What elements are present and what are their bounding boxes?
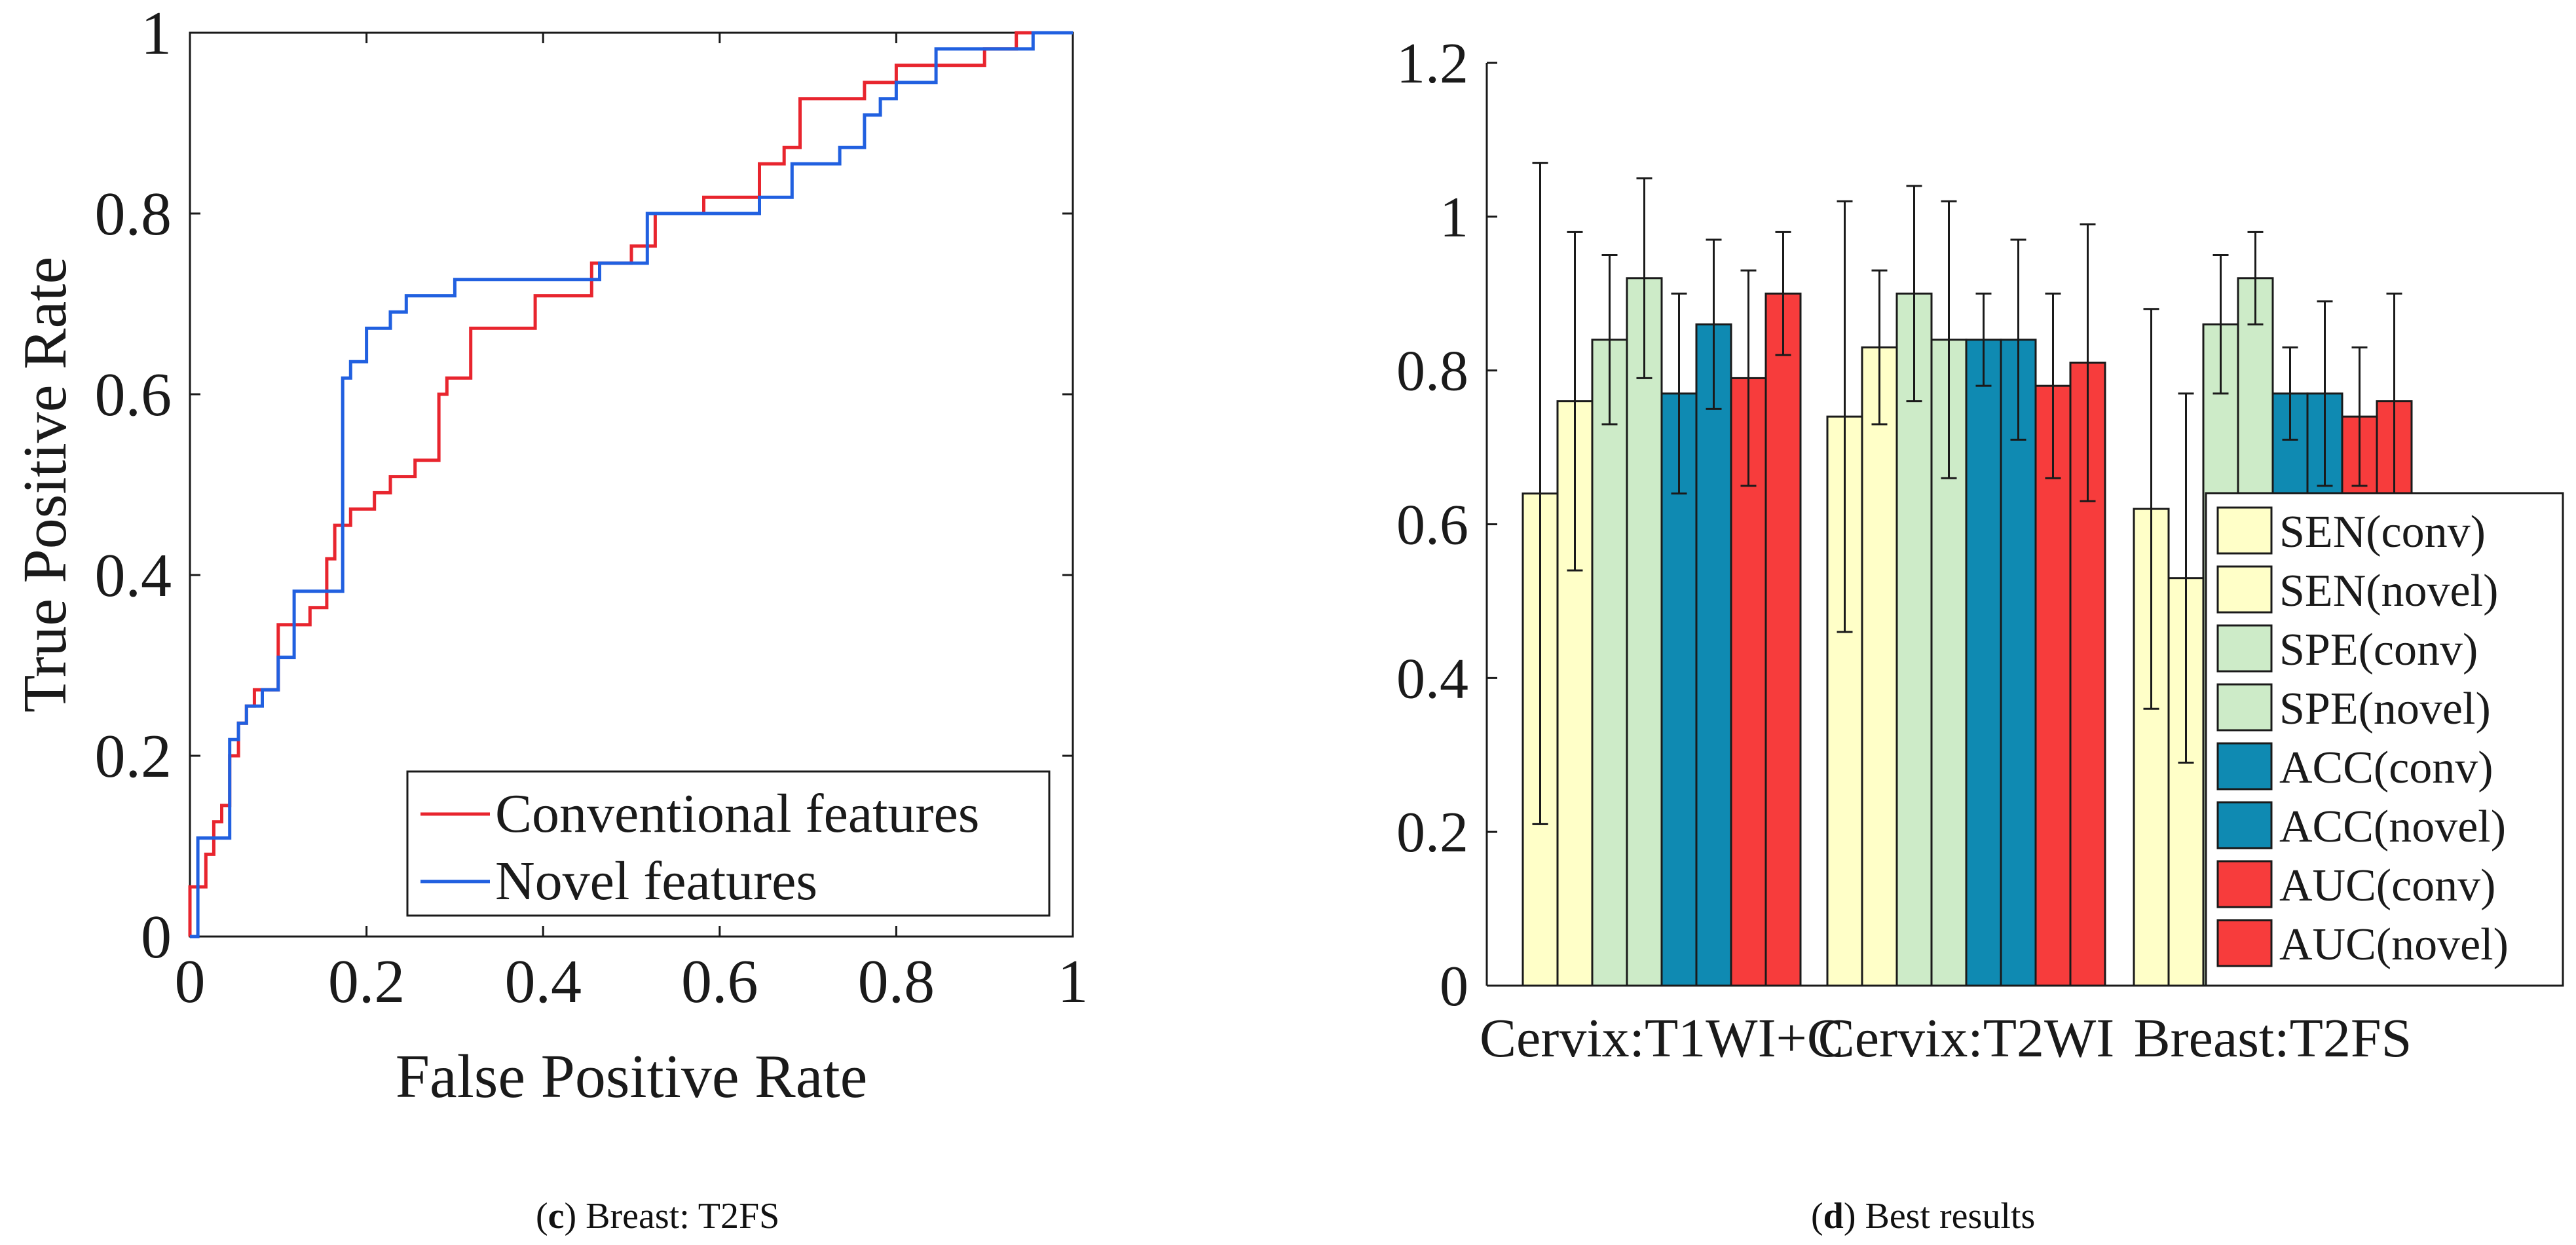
roc-y-tick-label: 0 — [141, 903, 172, 971]
bar-spe-novel-0 — [1626, 277, 1663, 987]
bar-legend-swatch — [2216, 742, 2273, 790]
caption-right-letter: d — [1823, 1196, 1844, 1236]
bar-legend-swatch — [2216, 919, 2273, 967]
roc-ticks: 0 0.2 0.4 0.6 0.8 1 0 0.2 0.4 0.6 0.8 1 — [95, 0, 1089, 1016]
bar-acc-novel-0 — [1695, 323, 1732, 987]
bar-legend-swatch — [2216, 624, 2273, 673]
roc-legend-label-conventional: Conventional features — [495, 783, 979, 844]
bar-y-tick-label: 0 — [1440, 955, 1468, 1018]
bar-legend-swatch — [2216, 860, 2273, 908]
roc-legend-box — [406, 770, 1051, 917]
roc-x-tick-label: 0.6 — [681, 948, 758, 1016]
bar-legend-label: SPE(conv) — [2279, 625, 2478, 675]
roc-legend-label-novel: Novel features — [495, 851, 817, 912]
roc-y-tick-label: 0.2 — [95, 722, 172, 790]
caption-right-text: Best results — [1865, 1196, 2036, 1236]
bar-category-label: Cervix:T1WI+C — [1480, 1008, 1844, 1069]
bar-legend-label: SPE(novel) — [2279, 684, 2491, 734]
roc-x-tick-label: 0.8 — [858, 948, 935, 1016]
bar-spe-conv-0 — [1591, 339, 1628, 987]
roc-x-tick-label: 0.2 — [328, 948, 405, 1016]
roc-x-tick-label: 1 — [1058, 948, 1089, 1016]
bar-legend-swatch — [2216, 565, 2273, 614]
bar-y-tick-label: 1 — [1440, 186, 1468, 250]
bar-legend-label: ACC(novel) — [2279, 802, 2506, 852]
bar-legend-swatch — [2216, 506, 2273, 555]
roc-x-tick-label: 0 — [175, 948, 206, 1016]
bar-legend-label: AUC(conv) — [2279, 861, 2495, 911]
bar-y-tick-label: 0.6 — [1396, 494, 1468, 557]
roc-line-novel — [190, 31, 1073, 938]
roc-x-tick-label: 0.4 — [504, 948, 582, 1016]
bar-category-label: Breast:T2FS — [2134, 1008, 2412, 1069]
caption-right: (d) Best results — [1811, 1196, 2036, 1236]
roc-y-tick-label: 1 — [141, 0, 172, 67]
roc-y-tick-label: 0.4 — [95, 542, 172, 610]
bar-auc-novel-0 — [1764, 292, 1802, 987]
bar-legend-label: SEN(novel) — [2279, 566, 2498, 616]
bar-legend-label: SEN(conv) — [2279, 507, 2486, 557]
bar-legend: SEN(conv) SEN(novel) SPE(conv) SPE(novel) AC… — [2205, 492, 2564, 987]
bar-y-tick-label: 0.2 — [1396, 801, 1468, 864]
bar-legend-swatch — [2216, 683, 2273, 732]
roc-y-tick-label: 0.8 — [95, 180, 172, 248]
roc-y-axis-label: True Positive Rate — [11, 257, 79, 713]
bar-y-tick-label: 0.4 — [1396, 647, 1468, 711]
bar-y-tick-label: 0.8 — [1396, 340, 1468, 403]
bar-y-tick-label: 1.2 — [1396, 32, 1468, 96]
roc-y-tick-label: 0.6 — [95, 361, 172, 429]
bar-chart: 0 0.2 0.4 0.6 0.8 1 1.2 Cervix:T1WI+CCervix:T2… — [1396, 32, 2564, 1069]
caption-left-text: Breast: T2FS — [586, 1196, 780, 1236]
roc-chart: 0 0.2 0.4 0.6 0.8 1 0 0.2 0.4 0.6 0.8 1 False Posit… — [11, 0, 1089, 1111]
bar-category-label: Cervix:T2WI — [1818, 1008, 2115, 1069]
bar-legend-label: AUC(novel) — [2279, 920, 2509, 970]
bar-legend-label: ACC(conv) — [2279, 743, 2493, 793]
roc-x-axis-label: False Positive Rate — [396, 1043, 868, 1111]
caption-left-letter: c — [548, 1196, 565, 1236]
caption-left: (c) Breast: T2FS — [536, 1196, 780, 1236]
roc-lines — [188, 31, 1073, 938]
roc-legend: Conventional features Novel features — [406, 770, 1051, 917]
bar-acc-conv-1 — [1965, 339, 2002, 987]
bar-sen-novel-1 — [1861, 346, 1898, 987]
bar-y-ticks: 0 0.2 0.4 0.6 0.8 1 1.2 — [1396, 32, 1497, 1018]
bar-acc-novel-1 — [2000, 339, 2037, 987]
bar-legend-swatch — [2216, 801, 2273, 849]
